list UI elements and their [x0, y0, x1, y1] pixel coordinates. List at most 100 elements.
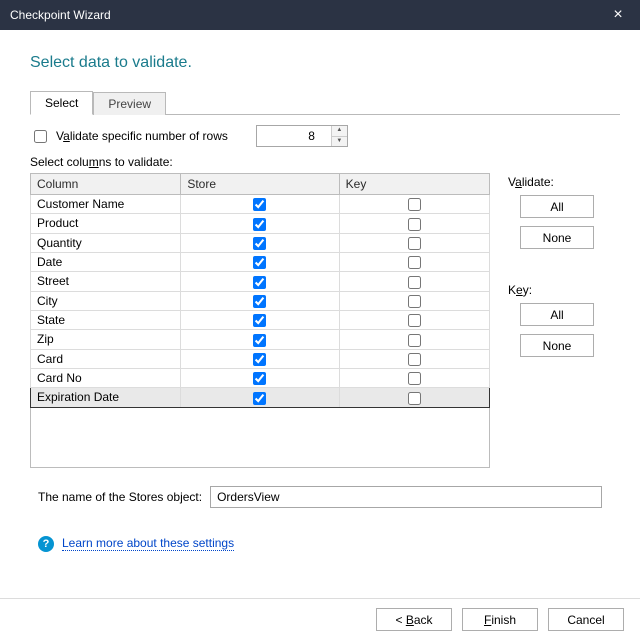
store-checkbox[interactable] — [253, 218, 266, 231]
key-checkbox[interactable] — [408, 237, 421, 250]
cell-key[interactable] — [339, 214, 489, 233]
cell-store[interactable] — [181, 388, 339, 407]
table-row[interactable]: City — [31, 291, 490, 310]
columns-grid[interactable]: Column Store Key Customer NameProductQua… — [30, 173, 490, 408]
store-checkbox[interactable] — [253, 198, 266, 211]
store-checkbox[interactable] — [253, 314, 266, 327]
cell-column-name[interactable]: Expiration Date — [31, 388, 181, 407]
page-heading: Select data to validate. — [20, 40, 620, 90]
cell-key[interactable] — [339, 252, 489, 271]
row-count-spinner[interactable]: ▲ ▼ — [256, 125, 348, 147]
tabbar: Select Preview — [30, 90, 620, 115]
table-row[interactable]: Quantity — [31, 233, 490, 252]
grid-empty-area — [30, 408, 490, 468]
validate-none-button[interactable]: None — [520, 226, 594, 249]
cell-column-name[interactable]: Street — [31, 272, 181, 291]
validate-rows-label: Validate specific number of rows — [56, 129, 228, 143]
cell-key[interactable] — [339, 310, 489, 329]
key-checkbox[interactable] — [408, 353, 421, 366]
cell-store[interactable] — [181, 310, 339, 329]
spinner-down-icon[interactable]: ▼ — [332, 137, 347, 147]
cell-store[interactable] — [181, 272, 339, 291]
spinner-up-icon[interactable]: ▲ — [332, 126, 347, 137]
table-row[interactable]: Zip — [31, 330, 490, 349]
store-checkbox[interactable] — [253, 353, 266, 366]
store-checkbox[interactable] — [253, 334, 266, 347]
grid-wrap: Column Store Key Customer NameProductQua… — [30, 173, 610, 468]
cell-store[interactable] — [181, 195, 339, 214]
cell-store[interactable] — [181, 233, 339, 252]
key-group-label: Key: — [508, 283, 604, 297]
key-checkbox[interactable] — [408, 295, 421, 308]
store-checkbox[interactable] — [253, 276, 266, 289]
tab-preview[interactable]: Preview — [93, 92, 166, 115]
cell-key[interactable] — [339, 291, 489, 310]
table-row[interactable]: Product — [31, 214, 490, 233]
key-checkbox[interactable] — [408, 276, 421, 289]
cell-key[interactable] — [339, 349, 489, 368]
cell-column-name[interactable]: City — [31, 291, 181, 310]
cell-store[interactable] — [181, 252, 339, 271]
row-count-input[interactable] — [257, 127, 321, 145]
cell-key[interactable] — [339, 233, 489, 252]
cell-column-name[interactable]: Zip — [31, 330, 181, 349]
table-row[interactable]: Expiration Date — [31, 388, 490, 407]
finish-button[interactable]: Finish — [462, 608, 538, 631]
store-checkbox[interactable] — [253, 256, 266, 269]
cancel-button[interactable]: Cancel — [548, 608, 624, 631]
key-checkbox[interactable] — [408, 372, 421, 385]
key-checkbox[interactable] — [408, 256, 421, 269]
validate-rows-checkbox[interactable] — [34, 130, 47, 143]
help-icon[interactable]: ? — [38, 536, 54, 552]
stores-label: The name of the Stores object: — [38, 490, 202, 504]
learn-more-link[interactable]: Learn more about these settings — [62, 536, 234, 551]
stores-name-input[interactable] — [210, 486, 602, 508]
cell-key[interactable] — [339, 330, 489, 349]
grid-container: Column Store Key Customer NameProductQua… — [30, 173, 490, 468]
table-row[interactable]: Street — [31, 272, 490, 291]
cell-key[interactable] — [339, 195, 489, 214]
cell-column-name[interactable]: Customer Name — [31, 195, 181, 214]
cell-column-name[interactable]: State — [31, 310, 181, 329]
grid-header-column[interactable]: Column — [31, 174, 181, 195]
cell-key[interactable] — [339, 368, 489, 387]
close-icon[interactable]: × — [606, 6, 630, 24]
grid-header-store[interactable]: Store — [181, 174, 339, 195]
cell-store[interactable] — [181, 349, 339, 368]
table-row[interactable]: Customer Name — [31, 195, 490, 214]
cell-store[interactable] — [181, 330, 339, 349]
table-row[interactable]: Card No — [31, 368, 490, 387]
cell-column-name[interactable]: Card No — [31, 368, 181, 387]
store-checkbox[interactable] — [253, 372, 266, 385]
table-row[interactable]: Date — [31, 252, 490, 271]
key-checkbox[interactable] — [408, 392, 421, 405]
key-checkbox[interactable] — [408, 314, 421, 327]
grid-header-key[interactable]: Key — [339, 174, 489, 195]
cell-column-name[interactable]: Date — [31, 252, 181, 271]
cell-store[interactable] — [181, 368, 339, 387]
cell-key[interactable] — [339, 388, 489, 407]
store-checkbox[interactable] — [253, 392, 266, 405]
table-row[interactable]: State — [31, 310, 490, 329]
side-buttons: Validate: All None Key: All None — [508, 173, 604, 365]
key-checkbox[interactable] — [408, 218, 421, 231]
cell-column-name[interactable]: Card — [31, 349, 181, 368]
store-checkbox[interactable] — [253, 295, 266, 308]
validate-rows-row: Validate specific number of rows ▲ ▼ — [30, 125, 610, 147]
key-checkbox[interactable] — [408, 334, 421, 347]
key-checkbox[interactable] — [408, 198, 421, 211]
tab-select[interactable]: Select — [30, 91, 93, 115]
cell-store[interactable] — [181, 214, 339, 233]
table-row[interactable]: Card — [31, 349, 490, 368]
cell-column-name[interactable]: Product — [31, 214, 181, 233]
stores-row: The name of the Stores object: — [38, 486, 602, 508]
key-all-button[interactable]: All — [520, 303, 594, 326]
cell-column-name[interactable]: Quantity — [31, 233, 181, 252]
key-none-button[interactable]: None — [520, 334, 594, 357]
cell-key[interactable] — [339, 272, 489, 291]
validate-all-button[interactable]: All — [520, 195, 594, 218]
store-checkbox[interactable] — [253, 237, 266, 250]
back-button[interactable]: < Back — [376, 608, 452, 631]
cell-store[interactable] — [181, 291, 339, 310]
select-columns-label: Select columns to validate: — [30, 155, 610, 169]
